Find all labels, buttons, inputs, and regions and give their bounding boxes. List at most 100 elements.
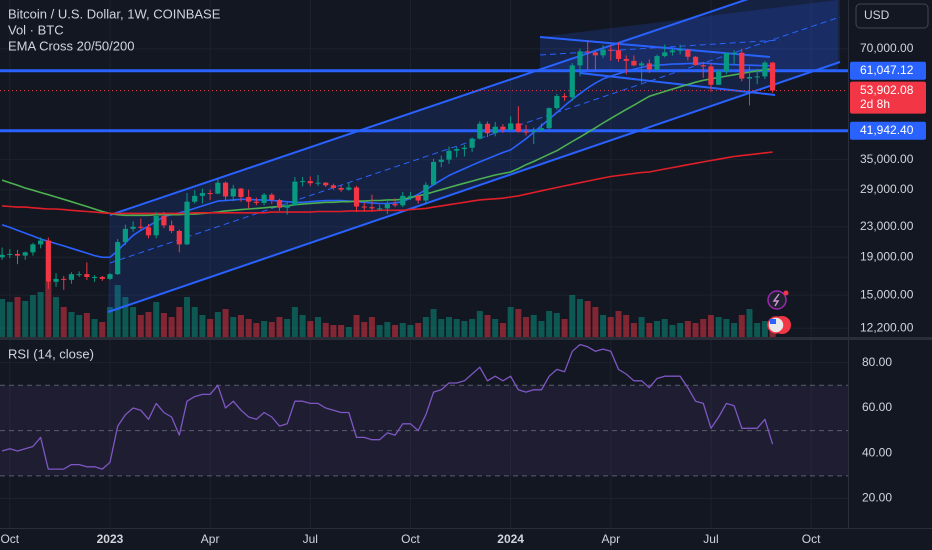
candle-body [592, 52, 598, 56]
candle-body [76, 274, 82, 276]
candle-body [515, 123, 521, 132]
candle-body [292, 181, 298, 206]
volume-bar [168, 317, 175, 337]
volume-bar [638, 317, 645, 337]
volume-bar [0, 299, 6, 337]
x-tick-label: 2023 [97, 532, 124, 546]
volume-bar [268, 322, 275, 337]
candle-body [546, 108, 552, 129]
candle-body [585, 51, 591, 53]
candle-body [192, 195, 198, 202]
candle-body [600, 49, 606, 56]
candle-body [477, 123, 483, 139]
candle-body [38, 240, 44, 245]
rsi-tick-label: 60.00 [862, 400, 892, 414]
channel-fill [108, 0, 840, 312]
volume-bar [14, 297, 21, 337]
candle-body [0, 254, 5, 258]
grid [0, 0, 848, 337]
volume-bar [230, 317, 237, 337]
rsi-tick-label: 40.00 [862, 445, 892, 459]
currency-button[interactable] [855, 3, 929, 29]
candle-body [138, 226, 144, 228]
volume-bar [492, 319, 499, 337]
volume-bar [422, 317, 429, 337]
volume-bar [715, 317, 722, 337]
volume-bar [445, 317, 452, 337]
x-tick-label: Oct [802, 532, 821, 546]
candle-body [384, 204, 390, 209]
volume-bar [76, 315, 83, 337]
y-tick-label: 23,000.00 [860, 219, 914, 233]
volume-bar [761, 321, 768, 337]
candle-body [315, 182, 321, 184]
candle-body [369, 207, 375, 209]
volume-bar [538, 321, 545, 337]
candle-body [569, 65, 575, 98]
volume-bar [284, 319, 291, 337]
volume-bar [754, 323, 761, 337]
volume-bar [184, 297, 191, 337]
candle-body [276, 199, 283, 208]
candle-body [770, 62, 776, 91]
volume-bar [546, 311, 553, 337]
volume-bar [476, 311, 483, 337]
candle-body [523, 131, 529, 133]
volume-bar [160, 313, 167, 337]
candle-body [176, 230, 182, 245]
candle-body [446, 150, 452, 160]
candle-body [685, 49, 691, 57]
volume-bar [338, 325, 345, 337]
candle-body [423, 184, 429, 201]
candle-body [392, 204, 398, 206]
alert-icon[interactable] [767, 290, 787, 310]
candle-body [253, 201, 259, 203]
volume-bar [60, 307, 67, 337]
volume-bar [299, 315, 306, 337]
candle-body [561, 96, 568, 98]
volume-bar [677, 323, 684, 337]
candle-body [608, 49, 614, 51]
volume-bar [83, 313, 90, 337]
candle-body [91, 276, 98, 278]
y-tick-label: 70,000.00 [860, 41, 914, 55]
price-line-label: 61,047.12 [860, 63, 914, 77]
candle-body [746, 76, 753, 79]
volume-bar [276, 317, 283, 337]
candle-body [30, 244, 36, 253]
candle-body [207, 193, 213, 195]
volume-bar [353, 315, 360, 337]
candle-body [484, 123, 491, 134]
candle-body [762, 62, 768, 77]
candle-body [615, 50, 622, 59]
candle-body [122, 228, 128, 243]
candle-body [330, 185, 337, 189]
candle-body [538, 128, 545, 131]
rsi-tick-label: 20.00 [862, 491, 892, 505]
volume-bar [407, 325, 414, 337]
volume-bar [153, 302, 160, 337]
candle-body [346, 187, 352, 190]
x-tick-label: Jul [703, 532, 718, 546]
volume-bar [222, 309, 229, 337]
x-tick-label: Apr [201, 532, 220, 546]
candle-body [430, 161, 437, 185]
candle-body [708, 66, 714, 85]
candle-body [153, 215, 159, 236]
volume-bar [307, 321, 314, 337]
candle-body [407, 195, 414, 197]
candle-body [677, 49, 683, 51]
candle-body [299, 181, 306, 183]
flag-canton [770, 319, 776, 324]
candle-body [130, 226, 136, 229]
x-tick-label: Oct [0, 532, 19, 546]
candle-body [692, 56, 699, 66]
volume-bar [237, 315, 244, 337]
volume-bar [399, 323, 406, 337]
volume-bar [176, 307, 183, 337]
volume-bar [731, 323, 738, 337]
volume-bar [361, 322, 368, 337]
candle-body [654, 56, 660, 70]
channel-bottom [107, 61, 841, 313]
candle-body [115, 242, 121, 275]
